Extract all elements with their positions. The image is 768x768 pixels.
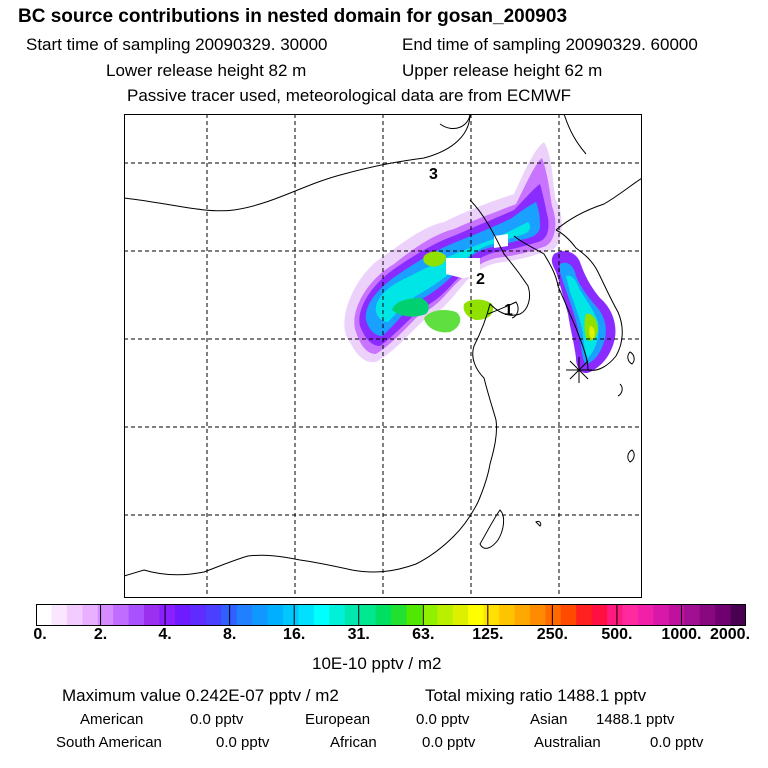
colorbar-cell <box>406 604 423 626</box>
colorbar-cell <box>344 604 361 626</box>
concentration-plume <box>344 142 616 374</box>
region-australian-value: 0.0 pptv <box>650 734 704 751</box>
colorbar-tick-label: 16. <box>283 626 306 643</box>
colorbar-cell <box>391 604 408 626</box>
colorbar-tick-label: 2. <box>93 626 108 643</box>
colorbar-cell <box>622 604 639 626</box>
colorbar-cell <box>607 604 624 626</box>
colorbar-cell <box>205 604 222 626</box>
colorbar-tick-label: 0. <box>33 626 47 643</box>
colorbar-cell <box>174 604 191 626</box>
colorbar-cell <box>576 604 593 626</box>
colorbar-cell <box>637 604 654 626</box>
lower-height-text: Lower release height 82 m <box>106 61 307 80</box>
colorbar-cell <box>715 604 732 626</box>
colorbar-tick-label: 250. <box>536 626 568 643</box>
colorbar-cell <box>437 604 454 626</box>
colorbar-cell <box>699 604 716 626</box>
colorbar-unit: 10E-10 pptv / m2 <box>312 654 442 673</box>
region-american-value: 0.0 pptv <box>190 711 244 728</box>
colorbar-cell <box>51 604 68 626</box>
colorbar-cell <box>375 604 392 626</box>
start-time-text: Start time of sampling 20090329. 30000 <box>26 35 328 54</box>
colorbar-cell <box>144 604 161 626</box>
colorbar-cell <box>190 604 207 626</box>
colorbar-tick-label: 1000. <box>661 626 702 643</box>
colorbar-cell <box>560 604 577 626</box>
colorbar-tick-label: 8. <box>222 626 237 643</box>
colorbar-cell <box>159 604 176 626</box>
colorbar-cell <box>298 604 315 626</box>
end-time-text: End time of sampling 20090329. 60000 <box>402 35 698 54</box>
star-icon <box>566 357 592 383</box>
region-european-name: European <box>305 711 371 728</box>
colorbar-cell <box>267 604 284 626</box>
colorbar-cell <box>529 604 546 626</box>
region-african-value: 0.0 pptv <box>422 734 476 751</box>
colorbar-cell <box>514 604 531 626</box>
colorbar-cell <box>468 604 485 626</box>
colorbar-cell <box>545 604 562 626</box>
colorbar-tick-label: 2000. <box>709 626 751 643</box>
maximum-value-text: Maximum value 0.242E-07 pptv / m2 <box>62 686 339 705</box>
total-mixing-ratio-text: Total mixing ratio 1488.1 pptv <box>425 686 647 705</box>
marker-2-label: 2 <box>476 271 485 288</box>
colorbar-cell <box>668 604 685 626</box>
tracer-note-text: Passive tracer used, meteorological data… <box>127 86 572 105</box>
region-african-name: African <box>330 734 377 751</box>
region-american-name: American <box>80 711 144 728</box>
colorbar-cell <box>499 604 516 626</box>
colorbar-tick-label: 63. <box>412 626 435 643</box>
colorbar-cell <box>730 604 746 626</box>
colorbar-cell <box>452 604 469 626</box>
lat-lon-grid <box>124 114 642 598</box>
colorbar-cell <box>128 604 145 626</box>
coastlines <box>124 114 642 577</box>
colorbar-cell <box>82 604 99 626</box>
region-asian-value: 1488.1 pptv <box>596 711 675 728</box>
colorbar-tick-label: 125. <box>472 626 504 643</box>
colorbar-cell <box>252 604 269 626</box>
colorbar-cell <box>313 604 330 626</box>
colorbar-cell <box>483 604 500 626</box>
colorbar-cell <box>684 604 701 626</box>
colorbar-tick-labels: 0. 2. 4. 8. 16. 31. 63. 125. 250. 500. 1000. 2000. <box>0 626 768 648</box>
colorbar-cell <box>653 604 670 626</box>
colorbar-tick-label: 31. <box>347 626 370 643</box>
colorbar-cell <box>329 604 346 626</box>
colorbar-cell <box>36 604 53 626</box>
colorbar-cell <box>591 604 608 626</box>
colorbar-cell <box>236 604 253 626</box>
colorbar <box>36 604 746 626</box>
region-asian-name: Asian <box>530 711 568 728</box>
region-european-value: 0.0 pptv <box>416 711 470 728</box>
colorbar-cell <box>97 604 114 626</box>
map-panel: 1 2 3 <box>124 114 642 598</box>
map-title: BC source contributions in nested domain… <box>18 6 568 27</box>
colorbar-cell <box>360 604 377 626</box>
colorbar-tick-label: 500. <box>601 626 633 643</box>
region-south-american-value: 0.0 pptv <box>216 734 270 751</box>
marker-1-label: 1 <box>504 302 513 319</box>
colorbar-cell <box>421 604 438 626</box>
colorbar-cell <box>113 604 130 626</box>
upper-height-text: Upper release height 62 m <box>402 61 603 80</box>
colorbar-cell <box>282 604 299 626</box>
marker-3-label: 3 <box>429 166 438 183</box>
region-australian-name: Australian <box>534 734 601 751</box>
colorbar-cell <box>66 604 83 626</box>
region-south-american-name: South American <box>56 734 162 751</box>
colorbar-tick-label: 4. <box>158 626 172 643</box>
